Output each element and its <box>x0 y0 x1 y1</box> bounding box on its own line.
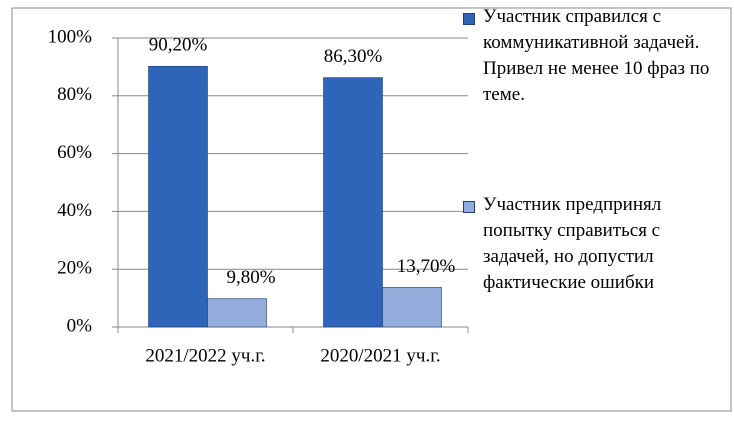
bar <box>382 287 442 328</box>
y-tick-label: 100% <box>48 26 93 47</box>
y-tick-label: 0% <box>67 315 93 336</box>
bar <box>148 66 208 328</box>
value-label: 86,30% <box>324 46 383 67</box>
value-label: 9,80% <box>226 267 275 288</box>
chart-frame <box>11 7 732 412</box>
legend-label: Участник справился с коммуникативной зад… <box>483 6 710 105</box>
y-tick-label: 40% <box>57 200 92 221</box>
y-tick-label: 20% <box>57 258 92 279</box>
x-tick-label: 2020/2021 уч.г. <box>320 345 440 366</box>
value-label: 13,70% <box>397 256 456 277</box>
legend-swatch <box>463 201 475 213</box>
y-tick-label: 60% <box>57 142 92 163</box>
bar <box>207 298 267 328</box>
x-tick-label: 2021/2022 уч.г. <box>145 345 265 366</box>
legend-label: Участник предпринял попытку справиться с… <box>483 194 662 293</box>
legend-swatch <box>463 13 475 25</box>
y-tick-label: 80% <box>57 84 92 105</box>
bar <box>323 77 383 328</box>
value-label: 90,20% <box>149 35 208 56</box>
